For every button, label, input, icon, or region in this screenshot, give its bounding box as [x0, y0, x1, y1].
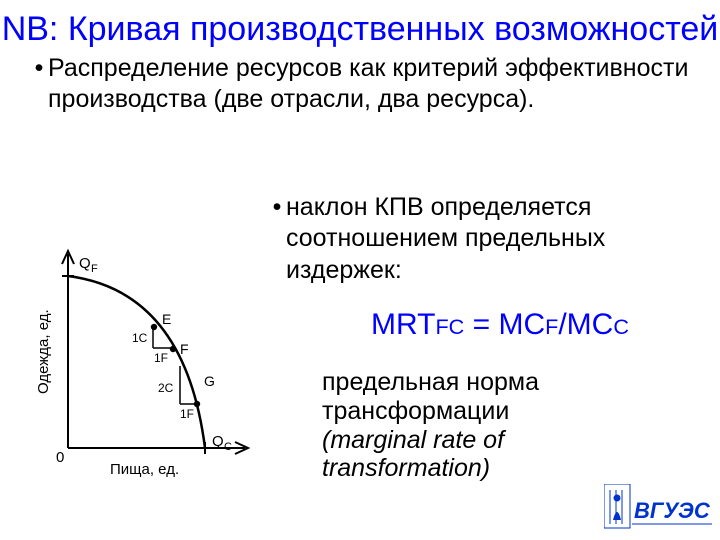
formula-f: F	[545, 314, 558, 339]
definition: предельная норма трансформации (marginal…	[322, 368, 652, 483]
bullet-2-text: наклон КПВ определяется соотношением пре…	[286, 192, 708, 286]
origin-label: 0	[56, 449, 64, 466]
point-E: E	[162, 311, 171, 327]
bullet-dot: •	[30, 53, 48, 116]
qf-label: Q	[79, 255, 91, 272]
step-1F: 1F	[154, 351, 168, 365]
formula-c: C	[613, 314, 629, 339]
point-G: G	[204, 373, 215, 389]
formula-slash: /MC	[558, 308, 613, 341]
slide-title: NB: Кривая производственных возможностей	[0, 0, 720, 49]
y-axis-label: Одежда, ед.	[35, 309, 52, 394]
logo-vgues: ВГУЭС	[604, 484, 714, 534]
point-F: F	[180, 341, 189, 357]
definition-ru: предельная норма трансформации	[322, 368, 539, 425]
bullet-dot: •	[268, 192, 286, 286]
bullet-1-text: Распределение ресурсов как критерий эффе…	[48, 53, 690, 116]
ppf-chart: Q F Q C 0 Пища, ед. Одежда, ед. E F G 1C…	[20, 226, 270, 486]
qc-label: Q	[212, 433, 224, 450]
x-axis-label: Пища, ед.	[110, 461, 179, 478]
step-2C: 2C	[158, 381, 174, 395]
formula-eq: = MC	[464, 308, 545, 341]
bullet-2: • наклон КПВ определяется соотношением п…	[268, 192, 708, 286]
formula-fc: FC	[435, 314, 464, 339]
definition-en: (marginal rate of transformation)	[322, 426, 504, 483]
step-1C: 1C	[132, 331, 148, 345]
step-1Fb: 1F	[180, 407, 194, 421]
formula: MRTFC = MCF/MCC	[300, 308, 700, 342]
logo-text: ВГУЭС	[634, 498, 711, 523]
formula-mrt: MRT	[371, 308, 435, 341]
qf-sub: F	[91, 263, 98, 275]
qc-sub: C	[224, 441, 232, 453]
bullet-1: • Распределение ресурсов как критерий эф…	[30, 53, 690, 116]
